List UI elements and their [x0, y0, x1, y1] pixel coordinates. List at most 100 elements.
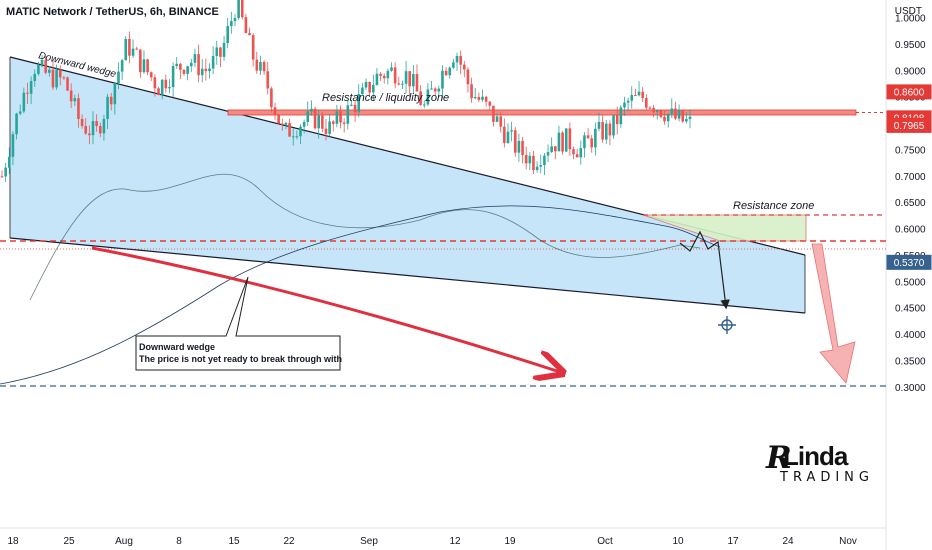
resistance-zone-label: Resistance zone: [733, 200, 814, 212]
candle-body: [139, 49, 142, 73]
candle-body: [368, 82, 371, 93]
candle-body: [634, 95, 637, 97]
x-tick-label-9: Oct: [597, 536, 613, 547]
candle-body: [160, 79, 164, 96]
candle-body: [590, 138, 594, 148]
candle-body: [652, 107, 655, 113]
candle-body: [441, 70, 444, 89]
candle-body: [677, 110, 681, 119]
y-tick-label-9: 0.7500: [895, 145, 926, 156]
candle-body: [146, 59, 149, 73]
logo-sub: TRADING: [780, 470, 874, 485]
candle-body: [277, 114, 280, 124]
candle-body: [73, 98, 77, 102]
price-label-4: 0.5370: [894, 258, 925, 269]
candle-body: [688, 116, 692, 120]
candle-body: [521, 140, 524, 156]
candle-body: [579, 148, 583, 158]
candle-body: [182, 69, 186, 74]
y-tick-label-4: 1.0000: [895, 14, 926, 25]
candle-body: [674, 108, 677, 119]
candle-body: [339, 111, 342, 123]
candle-body: [626, 100, 630, 103]
y-tick-label-6: 0.9000: [895, 66, 926, 77]
candle-body: [557, 132, 561, 152]
candle-body: [659, 110, 663, 117]
candle-body: [149, 72, 153, 78]
candle-body: [255, 59, 259, 71]
candle-body: [273, 107, 277, 115]
candle-body: [77, 98, 80, 119]
candle-body: [455, 55, 459, 63]
candle-body: [404, 71, 408, 84]
candle-body: [313, 108, 317, 129]
candle-body: [208, 68, 211, 72]
candle-body: [295, 136, 299, 138]
x-tick-label-3: 8: [176, 536, 182, 547]
x-axis-ticks: 18 25 Aug 8 15 22 Sep 12 19 Oct 10 17 24 Nov: [7, 536, 856, 547]
candle-body: [390, 67, 393, 71]
candle-body: [601, 122, 604, 140]
candle-body: [328, 121, 331, 134]
candle-body: [26, 92, 29, 94]
candle-body: [95, 121, 98, 126]
candle-body: [29, 81, 33, 94]
chart-title: MATIC Network / TetherUS, 6h, BINANCE: [6, 6, 219, 18]
candle-body: [291, 136, 295, 138]
callout-title: Downward wedge: [139, 342, 215, 352]
candle-body: [608, 123, 612, 136]
candle-body: [0, 176, 4, 178]
candle-body: [310, 108, 313, 112]
candle-body: [499, 116, 503, 127]
y-tick-label-11: 0.6500: [895, 198, 926, 209]
candle-body: [506, 131, 510, 143]
candle-body: [62, 77, 66, 79]
candle-body: [109, 96, 113, 105]
candle-body: [503, 126, 506, 143]
candle-body: [685, 119, 688, 122]
candle-body: [401, 83, 404, 85]
candle-body: [670, 108, 674, 114]
candle-body: [372, 85, 375, 93]
candle-body: [470, 84, 473, 99]
target-icon[interactable]: [718, 316, 736, 334]
candle-body: [517, 140, 521, 153]
candle-body: [481, 96, 484, 100]
candle-body: [179, 63, 182, 70]
candle-body: [288, 122, 291, 137]
y-tick-label-12: 0.6000: [895, 225, 926, 236]
candle-body: [175, 63, 179, 67]
candles-group: [0, 0, 692, 182]
candle-body: [219, 47, 222, 57]
wedge-lower-line[interactable]: [9, 237, 806, 314]
linda-trading-logo: R Linda TRADING: [758, 440, 869, 490]
candle-body: [299, 126, 302, 137]
candle-body: [386, 70, 390, 79]
y-tick-label-10: 0.7000: [895, 172, 926, 183]
candle-body: [317, 115, 320, 129]
candle-body: [641, 91, 644, 99]
candle-body: [124, 38, 128, 61]
candle-body: [33, 73, 37, 82]
candle-body: [204, 68, 208, 72]
candle-body: [408, 71, 412, 87]
candle-body: [448, 67, 452, 76]
candle-body: [353, 104, 357, 113]
candle-body: [583, 135, 586, 149]
x-tick-label-6: Sep: [360, 536, 378, 547]
candle-body: [22, 92, 26, 112]
candle-body: [251, 35, 255, 60]
candle-body: [51, 69, 55, 88]
callout[interactable]: Downward wedge The price is not yet read…: [135, 276, 342, 371]
candle-body: [681, 110, 685, 122]
candle-body: [135, 48, 138, 50]
candle-body: [69, 90, 73, 102]
candle-body: [466, 69, 470, 85]
x-tick-label-11: 17: [727, 536, 739, 547]
candle-body: [615, 115, 619, 125]
ma-short: [29, 173, 701, 301]
candle-body: [433, 88, 437, 92]
candle-body: [102, 118, 106, 134]
price-label-box-4: [886, 254, 932, 270]
